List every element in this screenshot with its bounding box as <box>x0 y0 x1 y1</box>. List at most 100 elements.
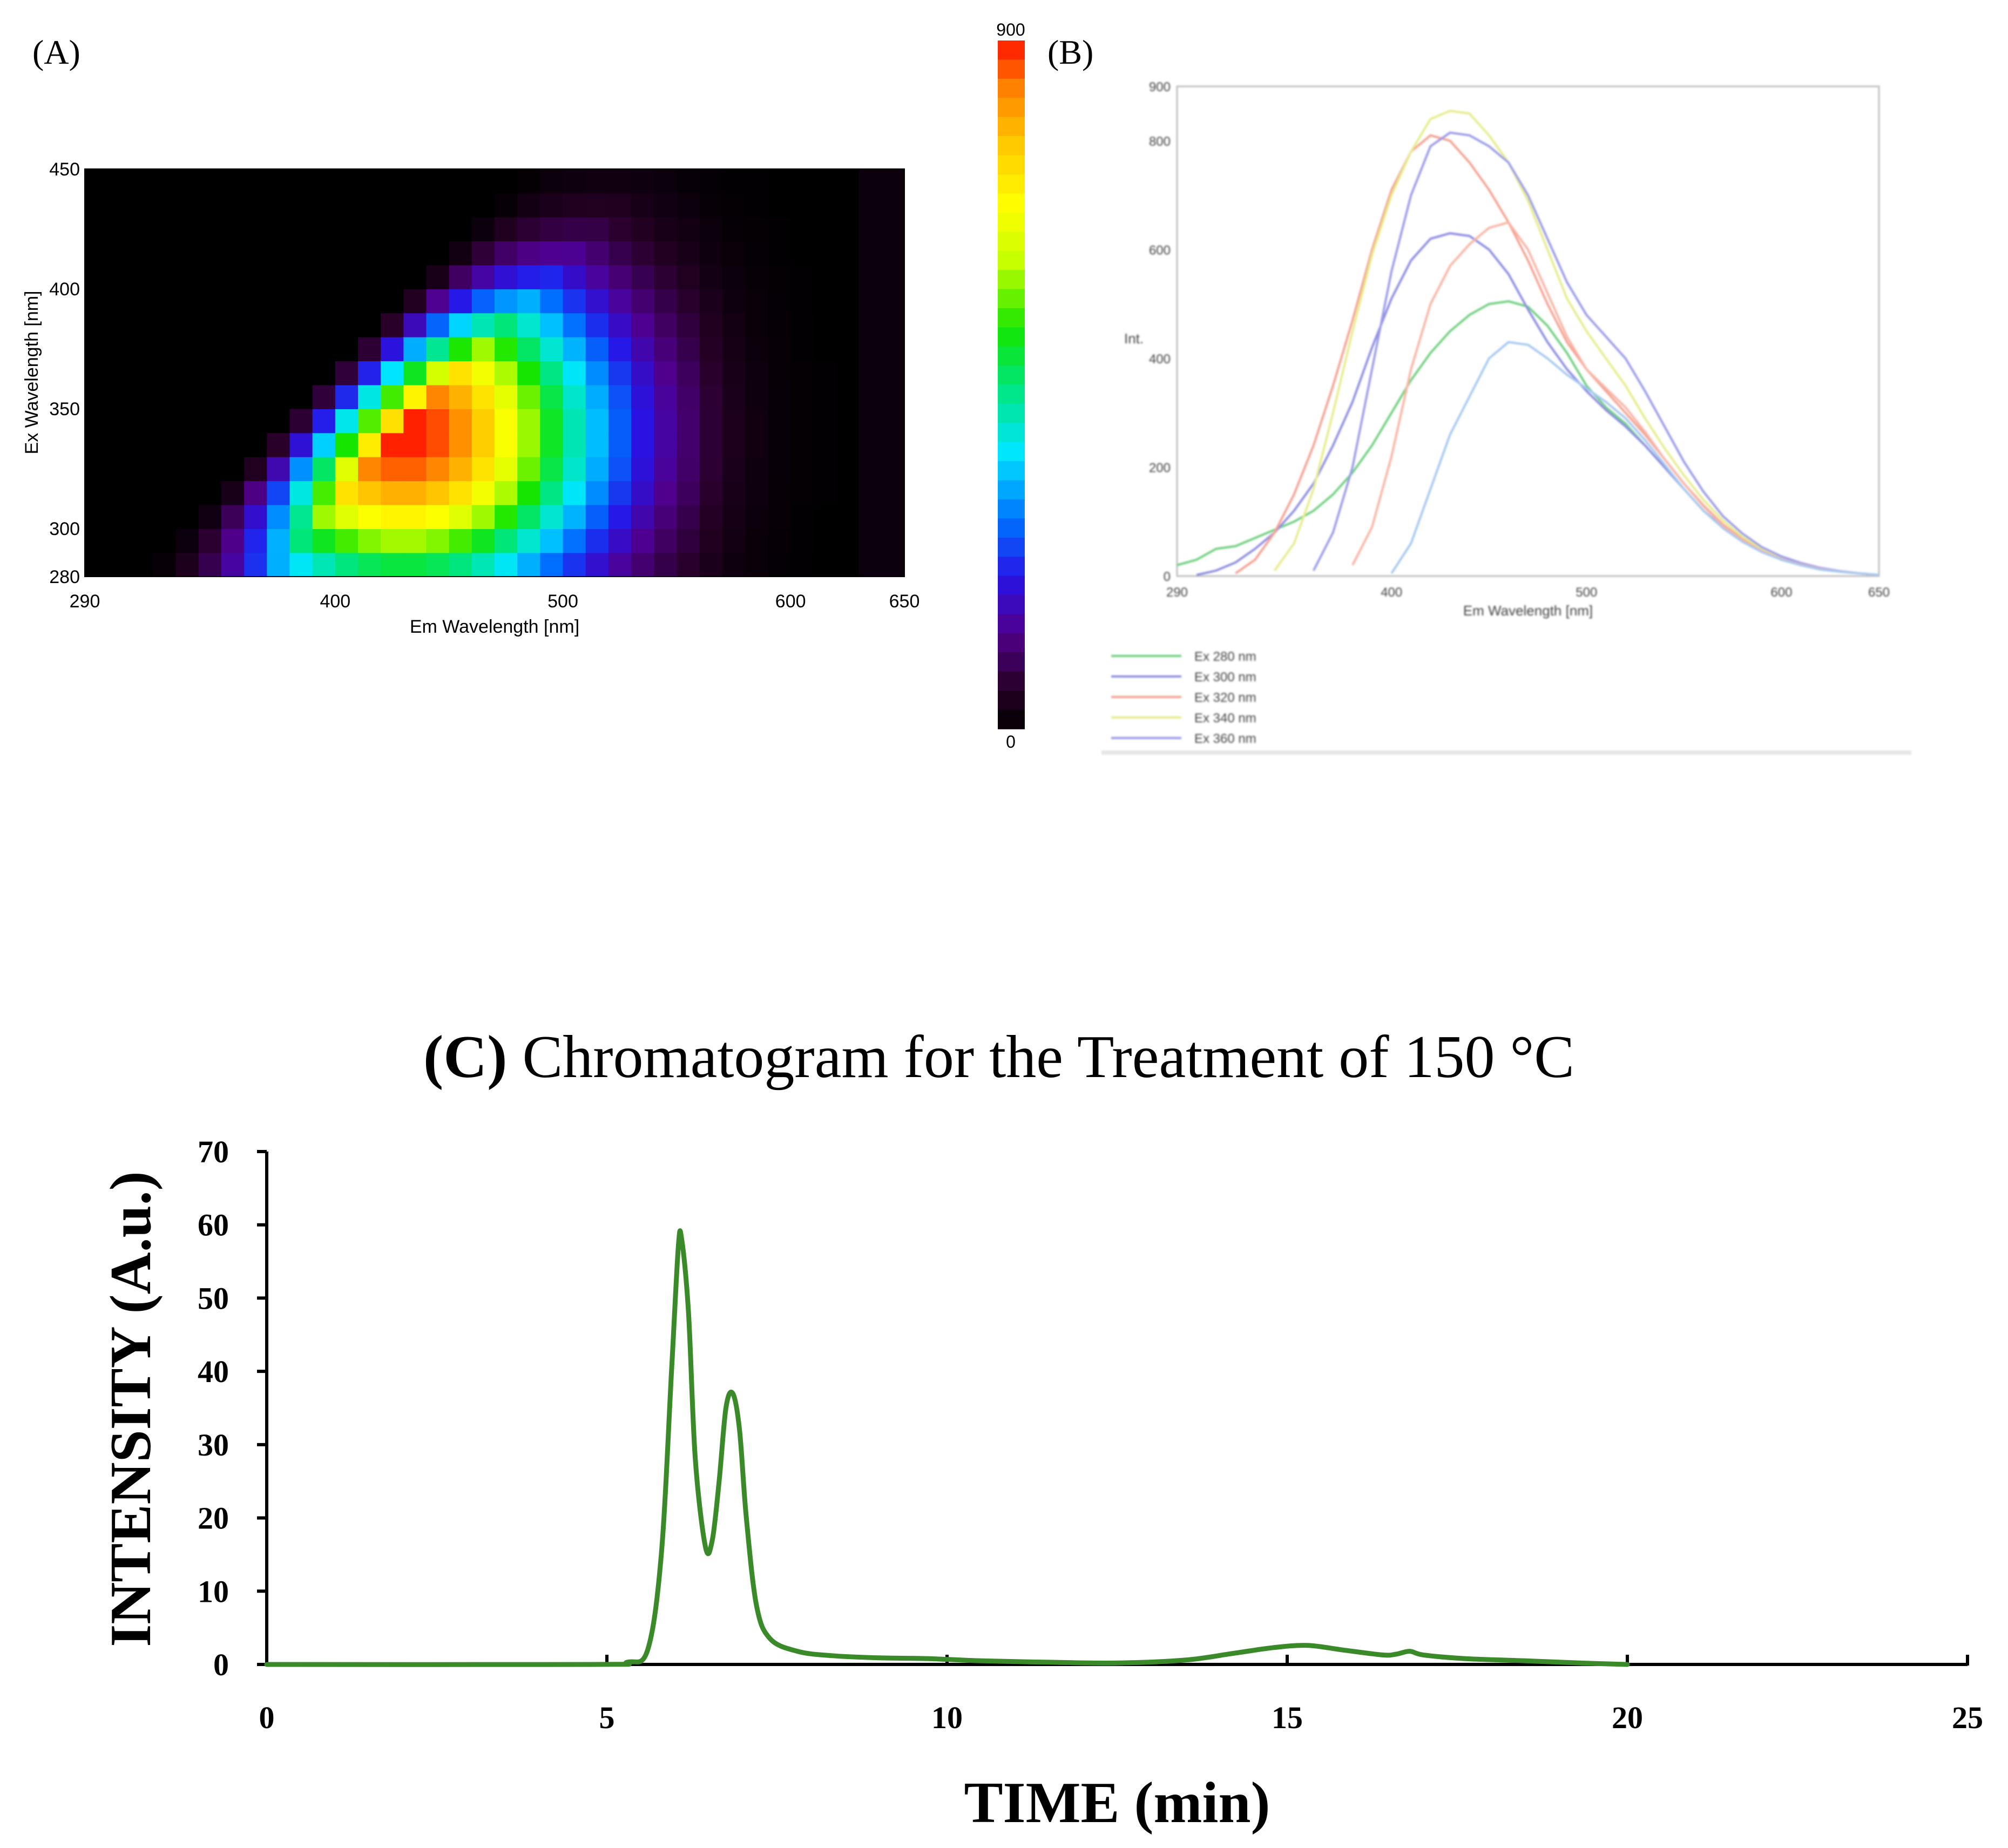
heatmap-cell <box>585 216 609 242</box>
a-x-axis-label: Em Wavelength [nm] <box>410 617 579 637</box>
heatmap-cell <box>198 384 222 409</box>
heatmap-cell <box>403 265 427 289</box>
heatmap-cell <box>608 432 632 457</box>
heatmap-cell <box>426 241 450 266</box>
heatmap-cell <box>471 216 495 242</box>
b-x-axis-label: Em Wavelength [nm] <box>1463 603 1593 619</box>
b-series-line <box>1313 131 1879 576</box>
heatmap-cell <box>699 241 723 266</box>
heatmap-cell <box>768 361 791 385</box>
heatmap-cell <box>495 193 518 218</box>
heatmap-cell <box>836 409 860 434</box>
a-x-tick-label: 650 <box>889 591 920 612</box>
heatmap-cell <box>858 265 882 289</box>
heatmap-cell <box>495 169 518 194</box>
heatmap-cell <box>335 456 359 482</box>
heatmap-cell <box>563 456 586 482</box>
heatmap-cell <box>107 432 131 457</box>
heatmap-cell <box>449 265 472 289</box>
heatmap-cell <box>677 384 700 409</box>
heatmap-cell <box>608 289 632 314</box>
heatmap-cell <box>221 289 245 314</box>
heatmap-cell <box>631 169 654 194</box>
c-x-ticks: 0 5 10 15 20 25 <box>259 1655 1983 1735</box>
heatmap-cell <box>381 409 404 434</box>
heatmap-cell <box>153 432 177 457</box>
heatmap-cell <box>836 529 860 553</box>
b-x-ticks: 290 400 500 600 650 <box>1166 585 1890 600</box>
colorbar-segment <box>998 365 1025 385</box>
heatmap-cell <box>745 313 768 337</box>
heatmap-cell <box>130 313 154 337</box>
heatmap-cell <box>881 265 905 289</box>
colorbar-segment <box>998 384 1025 404</box>
heatmap-cell <box>881 313 905 337</box>
heatmap-cell <box>471 193 495 218</box>
heatmap-cell <box>244 552 268 577</box>
heatmap-cell <box>221 169 245 194</box>
heatmap-cell <box>517 456 541 482</box>
heatmap-cell <box>495 361 518 385</box>
heatmap-cell <box>175 169 199 194</box>
a-x-tick-label: 500 <box>547 591 578 612</box>
heatmap-cell <box>130 504 154 529</box>
heatmap-cell <box>881 361 905 385</box>
b-y-tick-label: 400 <box>1149 352 1171 367</box>
b-y-tick-label: 900 <box>1149 80 1171 94</box>
heatmap-cell <box>471 336 495 362</box>
heatmap-cell <box>858 193 882 218</box>
b-y-tick-label: 800 <box>1149 134 1171 149</box>
heatmap-cell <box>426 504 450 529</box>
heatmap-cell <box>768 265 791 289</box>
heatmap-cell <box>244 409 268 434</box>
heatmap-cell <box>221 216 245 242</box>
a-y-ticks: 280 300 350 400 450 <box>49 159 80 587</box>
heatmap-cell <box>312 409 336 434</box>
b-y-ticks: 0 200 400 600 800 900 <box>1149 80 1171 584</box>
heatmap-cell <box>244 265 268 289</box>
heatmap-cell <box>654 384 678 409</box>
heatmap-cell <box>631 552 654 577</box>
panel-b: (B) 290 400 500 600 650 0 200 400 600 800 900 Em … <box>1047 33 1911 755</box>
heatmap-cell <box>881 289 905 314</box>
heatmap-cell <box>563 480 586 505</box>
colorbar-max-label: 900 <box>996 20 1025 39</box>
heatmap-cell <box>654 504 678 529</box>
heatmap-cell <box>768 336 791 362</box>
heatmap-cell <box>403 313 427 337</box>
c-title: (C) Chromatogram for the Treatment of 15… <box>423 1024 1574 1091</box>
b-y-tick-label: 600 <box>1149 243 1171 258</box>
heatmap-cell <box>471 289 495 314</box>
heatmap-cell <box>403 409 427 434</box>
c-title-space <box>507 1024 522 1091</box>
heatmap-cell <box>563 265 586 289</box>
b-legend-underline <box>1101 750 1911 755</box>
heatmap-cell <box>495 313 518 337</box>
heatmap-cell <box>608 529 632 553</box>
heatmap-cell <box>540 336 564 362</box>
heatmap-cell <box>768 216 791 242</box>
heatmap-cell <box>335 432 359 457</box>
heatmap-cell <box>517 169 541 194</box>
heatmap-cell <box>608 241 632 266</box>
heatmap-cell <box>677 241 700 266</box>
heatmap-cell <box>790 552 814 577</box>
heatmap-cell <box>381 529 404 553</box>
heatmap-cell <box>563 504 586 529</box>
heatmap-cell <box>381 216 404 242</box>
heatmap-cell <box>563 552 586 577</box>
heatmap-cell <box>426 480 450 505</box>
heatmap-cell <box>107 265 131 289</box>
heatmap-cell <box>381 552 404 577</box>
heatmap-cell <box>881 193 905 218</box>
heatmap-cell <box>881 456 905 482</box>
heatmap-cell <box>540 504 564 529</box>
heatmap-cell <box>563 432 586 457</box>
b-y-tick-label: 0 <box>1164 570 1171 584</box>
c-x-tick-label: 20 <box>1612 1700 1643 1735</box>
heatmap-cell <box>517 216 541 242</box>
heatmap-cell <box>244 336 268 362</box>
heatmap-cell <box>403 361 427 385</box>
colorbar-segment <box>998 40 1025 60</box>
heatmap-cell <box>381 456 404 482</box>
